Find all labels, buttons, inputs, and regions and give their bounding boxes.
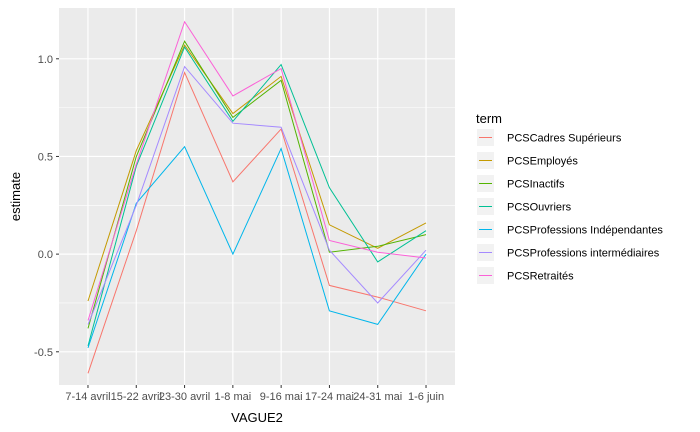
series-line-3	[87, 40, 427, 329]
x-axis-title: VAGUE2	[231, 410, 283, 425]
major-gridlines	[59, 8, 455, 385]
legend-item-label: PCSOuvriers	[507, 202, 572, 214]
legend-item-label: PCSEmployés	[507, 156, 578, 168]
legend-item-label: PCSProfessions Indépendantes	[507, 225, 663, 237]
x-tick-label: 24-31 mai	[353, 391, 402, 403]
series-line-1	[87, 71, 427, 374]
minor-gridlines	[59, 107, 455, 304]
y-axis-title: estimate	[8, 172, 23, 221]
plot-panel	[59, 8, 455, 385]
x-tick-label: 7-14 avril	[65, 391, 110, 403]
series-line-4	[87, 46, 427, 347]
y-tick-label: 0.5	[38, 151, 53, 163]
y-tick-label: 1.0	[38, 54, 53, 66]
x-tick-label: 23-30 avril	[159, 391, 210, 403]
series-lines	[87, 20, 427, 374]
series-line-2	[87, 44, 427, 302]
x-tick-label: 1-6 juin	[408, 391, 444, 403]
series-line-7	[87, 20, 427, 321]
x-tick-label: 1-8 mai	[215, 391, 252, 403]
x-tick-label: 15-22 avril	[111, 391, 162, 403]
y-tick-label: -0.5	[34, 347, 53, 359]
legend-title: term	[476, 111, 502, 126]
legend-item-label: PCSProfessions intermédiaires	[507, 248, 660, 260]
legend-item-label: PCSRetraités	[507, 271, 574, 283]
legend-item-label: PCSInactifs	[507, 179, 565, 191]
y-tick-label: 0.0	[38, 249, 53, 261]
x-tick-label: 17-24 mai	[305, 391, 354, 403]
x-tick-label: 9-16 mai	[260, 391, 303, 403]
legend: term PCSCadres Supérieurs PCSEmployés PCSI…	[476, 111, 663, 284]
legend-item-label: PCSCadres Supérieurs	[507, 133, 622, 145]
y-axis-ticks: -0.5 0.0 0.5 1.0	[34, 54, 59, 359]
series-line-6	[87, 65, 427, 325]
series-line-5	[87, 145, 427, 349]
